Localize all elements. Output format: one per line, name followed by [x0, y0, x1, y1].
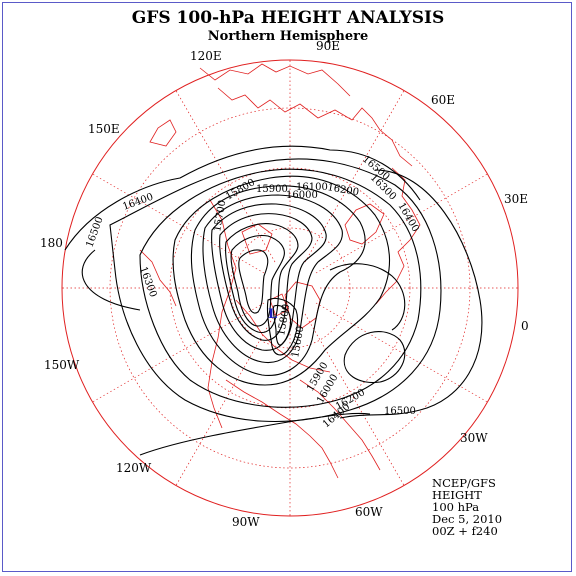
contour-label: 16400 — [121, 192, 155, 213]
contour-label-group: 16500 16400 16300 16200 16100 16000 1590… — [84, 154, 420, 430]
contour-inner-2 — [266, 297, 299, 356]
contour-16100 — [190, 185, 366, 376]
lon-label-150e: 150E — [88, 122, 120, 136]
hemisphere-boundary — [61, 59, 519, 517]
contour-16500-south — [139, 412, 371, 456]
coast-east-asia — [199, 63, 351, 97]
lon-label-150w: 150W — [44, 358, 80, 372]
lon-label-30w: 30W — [460, 431, 488, 445]
info-field: HEIGHT — [432, 488, 482, 502]
info-source: NCEP/GFS — [432, 476, 496, 490]
contour-label: 15800 — [276, 303, 292, 336]
height-contours — [64, 145, 483, 456]
meridian-line — [92, 302, 265, 403]
coast-asia — [217, 87, 413, 167]
lat-lon-grid — [62, 60, 518, 516]
contour-16400 — [109, 158, 442, 423]
lon-label-90e: 90E — [316, 39, 340, 53]
parallel-circle — [229, 227, 351, 349]
map-subtitle: Northern Hemisphere — [208, 29, 368, 44]
parallel-circle — [169, 167, 411, 409]
contour-inner-3 — [272, 304, 292, 346]
lon-label-180: 180 — [40, 236, 63, 250]
contour-16500-west — [81, 249, 141, 311]
contour-label: 15600 — [290, 325, 306, 358]
contour-15800 — [219, 213, 313, 341]
contour-label: 16200 — [326, 182, 359, 198]
contour-inner-1 — [238, 249, 269, 314]
lon-label-0: 0 — [521, 319, 529, 333]
meridian-line — [315, 173, 488, 274]
contour-label: 16500 — [384, 406, 416, 417]
meridian-line — [304, 313, 405, 486]
contour-label: 16000 — [286, 190, 318, 201]
coast-alaska — [139, 249, 177, 307]
info-date: Dec 5, 2010 — [432, 512, 502, 526]
contour-label: 16100 — [296, 182, 328, 193]
meridian-line — [315, 302, 488, 403]
lon-label-90w: 90W — [232, 515, 260, 529]
lon-label-60w: 60W — [355, 505, 383, 519]
info-run: 00Z + f240 — [432, 524, 498, 538]
lon-label-120e: 120E — [190, 49, 222, 63]
contour-16300 — [139, 168, 422, 408]
meridian-line — [304, 90, 405, 263]
meridian-line — [92, 173, 265, 274]
longitude-labels: 90E 60E 30E 0 30W 60W 90W 120W 150W 180 … — [40, 39, 529, 529]
contour-16500-east — [339, 169, 483, 419]
coast-atlantic — [299, 379, 381, 471]
coast-north-america — [207, 199, 237, 429]
map-title: GFS 100-hPa HEIGHT ANALYSIS — [132, 8, 445, 28]
contour-15900 — [211, 203, 327, 351]
contour-16500-north — [64, 145, 421, 251]
coastlines — [139, 63, 421, 479]
lon-label-60e: 60E — [431, 93, 455, 107]
contour-label: 15700 — [212, 199, 228, 232]
meridian-line — [175, 313, 276, 486]
coast-us — [225, 379, 339, 479]
contour-16200-atlantic — [329, 263, 406, 331]
parallel-circle — [109, 107, 471, 469]
contour-16000 — [202, 194, 343, 364]
coast-europe — [375, 167, 421, 305]
low-pressure-marker: L — [268, 307, 277, 322]
contour-label: 16300 — [137, 265, 158, 299]
info-level: 100 hPa — [432, 500, 479, 514]
contour-16200 — [172, 175, 391, 386]
lon-label-120w: 120W — [116, 461, 152, 475]
lon-label-30e: 30E — [504, 192, 528, 206]
info-block: NCEP/GFS HEIGHT 100 hPa Dec 5, 2010 00Z … — [432, 476, 502, 538]
coast-japan — [149, 119, 177, 147]
contour-15700 — [225, 223, 299, 334]
meridian-line — [175, 90, 276, 263]
contour-closed-high — [343, 331, 406, 384]
contour-label: 16500 — [84, 215, 105, 249]
contour-label: 15900 — [256, 184, 288, 195]
